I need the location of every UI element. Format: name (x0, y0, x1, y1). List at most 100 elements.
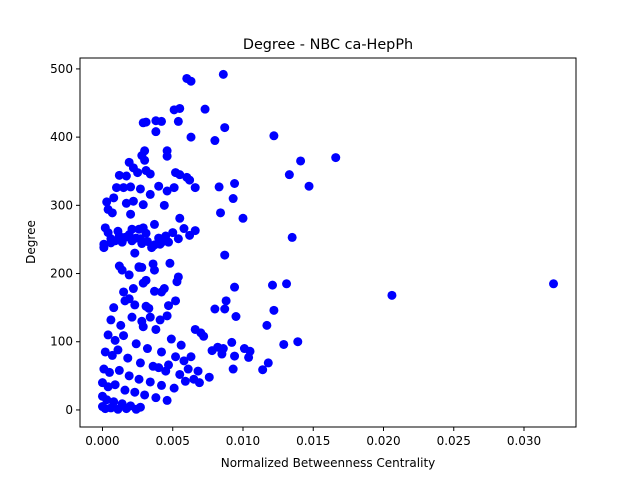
data-point (120, 296, 130, 306)
data-point (227, 337, 237, 347)
data-point (155, 315, 165, 325)
data-point (106, 238, 116, 248)
data-point (190, 183, 200, 193)
data-point (117, 265, 127, 275)
data-point (134, 374, 144, 384)
data-point (121, 404, 131, 414)
data-point (114, 170, 124, 180)
data-point (131, 339, 141, 349)
data-point (155, 239, 165, 249)
data-point (116, 320, 126, 330)
data-point (221, 296, 231, 306)
data-point (106, 315, 116, 325)
data-point (126, 209, 136, 219)
data-point (230, 179, 240, 189)
plot-frame (79, 57, 577, 428)
x-tick-label: 0.005 (156, 434, 190, 448)
data-point (166, 334, 176, 344)
data-point (142, 236, 152, 246)
data-point (141, 275, 151, 285)
data-point (124, 270, 134, 280)
data-point (102, 395, 112, 405)
data-point (204, 372, 214, 382)
data-point (119, 183, 129, 193)
data-point (216, 208, 226, 218)
data-point (175, 369, 185, 379)
data-point (105, 367, 115, 377)
data-point (113, 345, 123, 355)
data-point (121, 171, 131, 181)
data-point (120, 232, 130, 242)
data-point (304, 181, 314, 191)
data-point (130, 387, 140, 397)
data-point (331, 153, 341, 163)
data-point (217, 349, 227, 359)
data-point (287, 232, 297, 242)
data-point (131, 404, 141, 414)
data-point (110, 380, 120, 390)
data-point (186, 352, 196, 362)
data-point (149, 219, 159, 229)
data-point (142, 344, 152, 354)
data-point (284, 170, 294, 180)
data-point (100, 223, 110, 233)
data-point (106, 403, 116, 413)
data-point (126, 182, 136, 192)
data-point (124, 157, 134, 167)
data-point (169, 183, 179, 193)
data-point (134, 262, 144, 272)
data-point (145, 312, 155, 322)
data-point (258, 365, 268, 375)
data-point (137, 316, 147, 326)
data-point (138, 200, 148, 210)
data-point (162, 395, 172, 405)
y-tick-label: 300 (50, 198, 73, 212)
data-point (230, 282, 240, 292)
x-tick-label: 0.000 (85, 434, 119, 448)
data-point (165, 258, 175, 268)
data-point (173, 116, 183, 126)
data-point (182, 172, 192, 182)
chart-title: Degree - NBC ca-HepPh (243, 37, 413, 53)
data-point (176, 340, 186, 350)
data-point (113, 404, 123, 414)
data-point (182, 73, 192, 83)
data-point (120, 385, 130, 395)
data-point (148, 259, 158, 269)
data-point (296, 156, 306, 166)
data-point (180, 376, 190, 386)
data-point (151, 393, 161, 403)
data-point (135, 358, 145, 368)
axes-layer: 0.000 0.005 0.010 0.015 0.020 0.025 0.030 0 100 2… (50, 62, 541, 448)
data-point (137, 151, 147, 161)
data-point (128, 196, 138, 206)
data-point (151, 324, 161, 334)
data-point (109, 193, 119, 203)
data-point (239, 344, 249, 354)
x-tick-label: 0.025 (437, 434, 471, 448)
data-point (220, 250, 230, 260)
data-point (262, 320, 272, 330)
data-point (387, 290, 397, 300)
data-point (171, 296, 181, 306)
x-tick-label: 0.015 (296, 434, 330, 448)
data-point (144, 303, 154, 313)
data-point (156, 347, 166, 357)
data-point (169, 383, 179, 393)
data-point (127, 236, 137, 246)
y-tick-label: 0 (65, 403, 73, 417)
data-point (130, 248, 140, 258)
data-point (210, 304, 220, 314)
data-point (103, 330, 113, 340)
data-point (156, 380, 166, 390)
data-point (161, 366, 171, 376)
data-point (185, 230, 195, 240)
y-tick-label: 500 (50, 62, 73, 76)
y-tick-label: 400 (50, 130, 73, 144)
x-tick-label: 0.020 (366, 434, 400, 448)
data-point (175, 213, 185, 223)
data-point (228, 364, 238, 374)
data-point (119, 287, 129, 297)
plot-layer (97, 69, 559, 414)
data-point (102, 197, 112, 207)
